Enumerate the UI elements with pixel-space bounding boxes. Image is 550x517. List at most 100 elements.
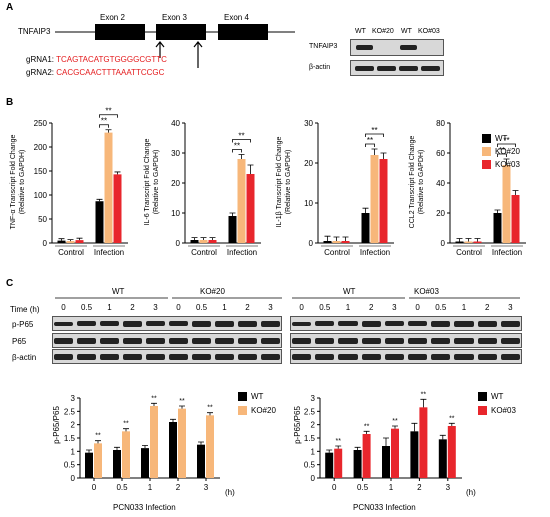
blot-c-band-1-0-0 [292, 321, 312, 326]
pp65_ko20-bar-WT-1 [113, 450, 121, 478]
blot-c-band-1-0-1 [315, 321, 335, 326]
blot-c-band-1-2-4 [384, 353, 404, 360]
blot-c-band-1-0-7 [454, 320, 474, 327]
pp65_ko03-bar-KO03-3 [419, 407, 428, 478]
blot-c-band-1-0-4 [384, 321, 404, 326]
time-label-1-7: 1 [461, 303, 467, 312]
il1b-err-KO20-0 [333, 236, 340, 241]
legend-c-left-ko20-label: KO#20 [251, 406, 276, 415]
il6-ytick-label-4: 40 [171, 119, 180, 128]
pp65_ko03-bar-WT-4 [438, 439, 447, 478]
blot-c-band-1-2-3 [361, 353, 381, 360]
il1b-ytick-label-1: 10 [304, 199, 313, 208]
il1b-bar-KO20-1 [370, 155, 379, 243]
ccl2-ytick-label-2: 40 [436, 179, 445, 188]
il1b-bar-WT-0 [323, 241, 332, 243]
legend-c-left-wt-label: WT [251, 392, 264, 401]
pp65_ko20-err-WT-3 [170, 418, 176, 422]
legend-b-ko20-label: KO#20 [495, 147, 520, 156]
time-label-0-9: 3 [268, 303, 273, 312]
pp65-left-xlabel: PCN033 Infection [113, 503, 176, 512]
blot-c-band-1-2-5 [408, 353, 428, 360]
pp65_ko20-err-WT-4 [198, 441, 204, 445]
blot-c-band-0-2-3 [123, 353, 142, 360]
pp65_ko20-xtick-label-4: 3 [204, 483, 209, 492]
ccl2-cat-label-1: Infection [492, 248, 522, 257]
pp65_ko03-ytick-label-2: 1 [311, 447, 316, 456]
pp65_ko03-ytick-label-5: 2.5 [304, 407, 316, 416]
pp65_ko03-err-KO03-1 [363, 430, 370, 434]
blot-c-band-0-2-9 [261, 353, 280, 360]
pp65_ko20-err-KO20-4 [207, 412, 213, 416]
tnfa-ytick-label-5: 250 [34, 119, 48, 128]
time-label-0-8: 2 [245, 303, 250, 312]
pp65-right-xunit: (h) [466, 488, 476, 497]
legend-b-wt-label: WT [495, 134, 508, 143]
tnfa-err-WT-1 [96, 198, 103, 202]
tnfa-sig-bracket-0 [99, 124, 109, 128]
exon-3-label: Exon 3 [162, 13, 187, 22]
tnfa-bar-WT-0 [57, 240, 66, 243]
pp65_ko20-bar-WT-3 [169, 422, 177, 478]
tnfa-sig-label-1: ** [105, 107, 111, 116]
pp65_ko03-xtick-label-2: 1 [389, 483, 394, 492]
blot-c-band-0-1-2 [100, 337, 119, 344]
pp65_ko20-sig-1: ** [123, 421, 129, 428]
il6-ytick-label-2: 20 [171, 179, 180, 188]
tnfa-ytick-label-0: 0 [43, 239, 48, 248]
tnfa-err-KO20-0 [67, 239, 74, 242]
chart-tnfa: 0 50 100 150 200 250 Control Infection **** [34, 107, 128, 257]
blot-c-band-0-0-4 [146, 321, 165, 326]
exon-4-box [218, 24, 268, 40]
pp65_ko03-ytick-label-4: 2 [311, 421, 316, 430]
legend-b-ko03-swatch [482, 160, 491, 169]
pp65_ko03-xtick-label-1: 0.5 [357, 483, 369, 492]
pp65_ko20-err-WT-2 [142, 445, 148, 449]
il1b-ytick-label-3: 30 [304, 119, 313, 128]
pp65_ko20-err-KO20-2 [151, 402, 157, 406]
blot-c-band-0-1-7 [215, 337, 234, 344]
pp65_ko20-bar-KO20-3 [178, 408, 186, 478]
chart-il1b: 0 10 20 30 Control Infection **** [304, 119, 394, 257]
il1b-bar-KO03-1 [379, 159, 388, 243]
pp65_ko03-err-KO03-2 [392, 425, 398, 429]
time-label-0-3: 2 [130, 303, 135, 312]
grna1-sequence: TCAGTACATGTGGGGCGTTC [56, 55, 167, 64]
pp65_ko03-sig-3: ** [421, 391, 427, 398]
ccl2-sig-bracket-1 [497, 143, 516, 147]
il1b-ytick-label-0: 0 [309, 239, 314, 248]
blot-c-band-1-2-6 [431, 353, 451, 360]
blot-a-lane-1: WT [355, 28, 366, 35]
il6-bar-WT-0 [190, 240, 199, 243]
il6-err-KO20-1 [238, 154, 245, 159]
blot-c-band-1-0-6 [431, 320, 451, 327]
legend-c-right-wt-label: WT [491, 392, 504, 401]
grna2-row: gRNA2: CACGCAACTTTAAATTCCGC [26, 68, 164, 77]
time-label-1-6: 0.5 [435, 303, 447, 312]
il6-cat-label-1: Infection [227, 248, 257, 257]
ccl2-bar-KO03-0 [473, 241, 482, 243]
blot-a-lane-2: KO#20 [372, 28, 394, 35]
blot-c-band-0-2-6 [192, 353, 211, 360]
pp65_ko03-bar-KO03-2 [391, 428, 399, 478]
pp65_ko03-ytick-label-3: 1.5 [304, 434, 316, 443]
pp65_ko20-xtick-label-2: 1 [148, 483, 153, 492]
il1b-bar-WT-1 [361, 213, 370, 243]
blot-c-band-0-0-6 [192, 320, 211, 327]
pp65_ko03-ytick-label-1: 0.5 [304, 461, 316, 470]
pp65_ko20-bar-KO20-1 [122, 431, 130, 478]
blot-c-left-p65 [52, 333, 282, 348]
ccl2-bar-KO20-1 [502, 165, 511, 243]
ccl2-sig-label-1: ** [503, 136, 509, 145]
pp65_ko20-ytick-label-0: 0 [71, 474, 76, 483]
pp65_ko03-xtick-label-3: 2 [417, 483, 422, 492]
gene-structure-diagram [55, 24, 295, 68]
blot-c-band-0-2-0 [54, 353, 73, 360]
il6-sig-bracket-0 [232, 149, 242, 153]
group-right-wt: WT [343, 287, 356, 296]
tnfa-bar-WT-1 [95, 201, 104, 243]
il6-err-KO03-0 [209, 237, 216, 240]
blot-a-tnfaip3 [350, 39, 444, 56]
group-right-ko03: KO#03 [414, 287, 439, 296]
time-label-1-5: 0 [415, 303, 420, 312]
